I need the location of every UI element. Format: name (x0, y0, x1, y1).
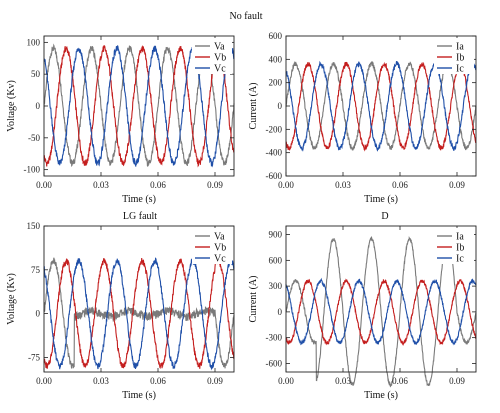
y-tick-label: 0 (36, 101, 41, 111)
series-line-vc (43, 257, 235, 371)
x-tick-label: 0.06 (392, 180, 408, 190)
series-line-ic (285, 277, 477, 346)
y-tick-label: -600 (266, 358, 283, 368)
y-tick-label: -300 (266, 333, 283, 343)
y-axis-label: Voltage (Kv) (6, 273, 17, 325)
legend-label-ic: Ic (456, 64, 464, 75)
y-tick-label: 50 (31, 69, 41, 79)
legend-label-ia: Ia (456, 232, 464, 243)
chart-panel-3: 0.00 0.03 0.06 0.09 150 75 0 -75 Time (s) Voltage… (6, 221, 235, 401)
y-tick-label: 75 (31, 265, 41, 275)
x-tick-label: 0.09 (449, 376, 465, 386)
series-line-va (43, 257, 235, 369)
legend-label-vb: Vb (214, 243, 226, 254)
x-tick-label: 0.06 (150, 180, 166, 190)
x-tick-label: 0.00 (278, 376, 294, 386)
y-tick-label: 600 (269, 31, 283, 41)
series-line-vb (43, 256, 235, 370)
legend-label-vc: Vc (214, 64, 226, 75)
y-tick-label: -50 (28, 133, 40, 143)
x-tick-label: 0.03 (335, 180, 351, 190)
y-tick-label: -400 (266, 148, 283, 158)
y-tick-label: -75 (28, 352, 40, 362)
y-tick-label: 150 (27, 221, 41, 231)
x-axis-label: Time (s) (122, 390, 156, 401)
y-tick-label: 600 (269, 255, 283, 265)
x-tick-label: 0.03 (335, 376, 351, 386)
section-title-no-fault: No fault (229, 11, 262, 22)
y-axis-label: Current (A) (248, 276, 259, 323)
legend-label-ia: Ia (456, 42, 464, 53)
series-line-ib (285, 59, 477, 152)
x-tick-label: 0.06 (150, 376, 166, 386)
plot-frame (43, 225, 235, 373)
legend-label-va: Va (214, 42, 225, 53)
chart-panel-2: 0.00 0.03 0.06 0.09 600 400 200 0 -200 -400 -600 Ti… (248, 31, 477, 205)
y-axis-label: Current (A) (248, 83, 259, 130)
x-axis-label: Time (s) (122, 194, 156, 205)
y-tick-label: -600 (266, 171, 283, 181)
x-tick-label: 0.00 (36, 180, 52, 190)
x-tick-label: 0.03 (93, 180, 109, 190)
y-tick-label: -200 (266, 124, 283, 134)
section-title-lg-fault: LG fault (123, 211, 157, 222)
y-tick-label: -100 (24, 165, 41, 175)
plot-frame (285, 225, 477, 373)
y-tick-label: 0 (278, 307, 283, 317)
legend-label-ib: Ib (456, 53, 464, 64)
series-line-vb (43, 44, 235, 168)
x-tick-label: 0.00 (278, 180, 294, 190)
legend-label-vb: Vb (214, 53, 226, 64)
x-tick-label: 0.06 (392, 376, 408, 386)
legend-label-ib: Ib (456, 243, 464, 254)
chart-panel-4: 0.00 0.03 0.06 0.09 900 600 300 0 -300 -600 Time (… (248, 225, 477, 401)
y-tick-label: 200 (269, 78, 283, 88)
legend-label-ic: Ic (456, 254, 464, 265)
series-line-ic (285, 60, 477, 152)
x-tick-label: 0.03 (93, 376, 109, 386)
x-axis-label: Time (s) (364, 390, 398, 401)
legend-label-vc: Vc (214, 254, 226, 265)
chart-panel-1: 0.00 0.03 0.06 0.09 100 50 0 -50 -100 Time (s) Vol… (6, 35, 235, 205)
legend-label-va: Va (214, 232, 225, 243)
x-tick-label: 0.09 (207, 180, 223, 190)
series-line-ia (285, 60, 477, 151)
y-axis-label: Voltage (Kv) (6, 80, 17, 132)
y-tick-label: 400 (269, 54, 283, 64)
y-tick-label: 300 (269, 281, 283, 291)
series-line-vc (43, 45, 235, 168)
section-title-d: D (381, 211, 388, 222)
y-tick-label: 100 (27, 37, 41, 47)
x-tick-label: 0.09 (207, 376, 223, 386)
y-tick-label: 900 (269, 230, 283, 240)
y-tick-label: 0 (278, 101, 283, 111)
series-line-ib (285, 278, 477, 346)
x-tick-label: 0.00 (36, 376, 52, 386)
y-tick-label: 0 (36, 309, 41, 319)
x-tick-label: 0.09 (449, 180, 465, 190)
x-axis-label: Time (s) (364, 194, 398, 205)
